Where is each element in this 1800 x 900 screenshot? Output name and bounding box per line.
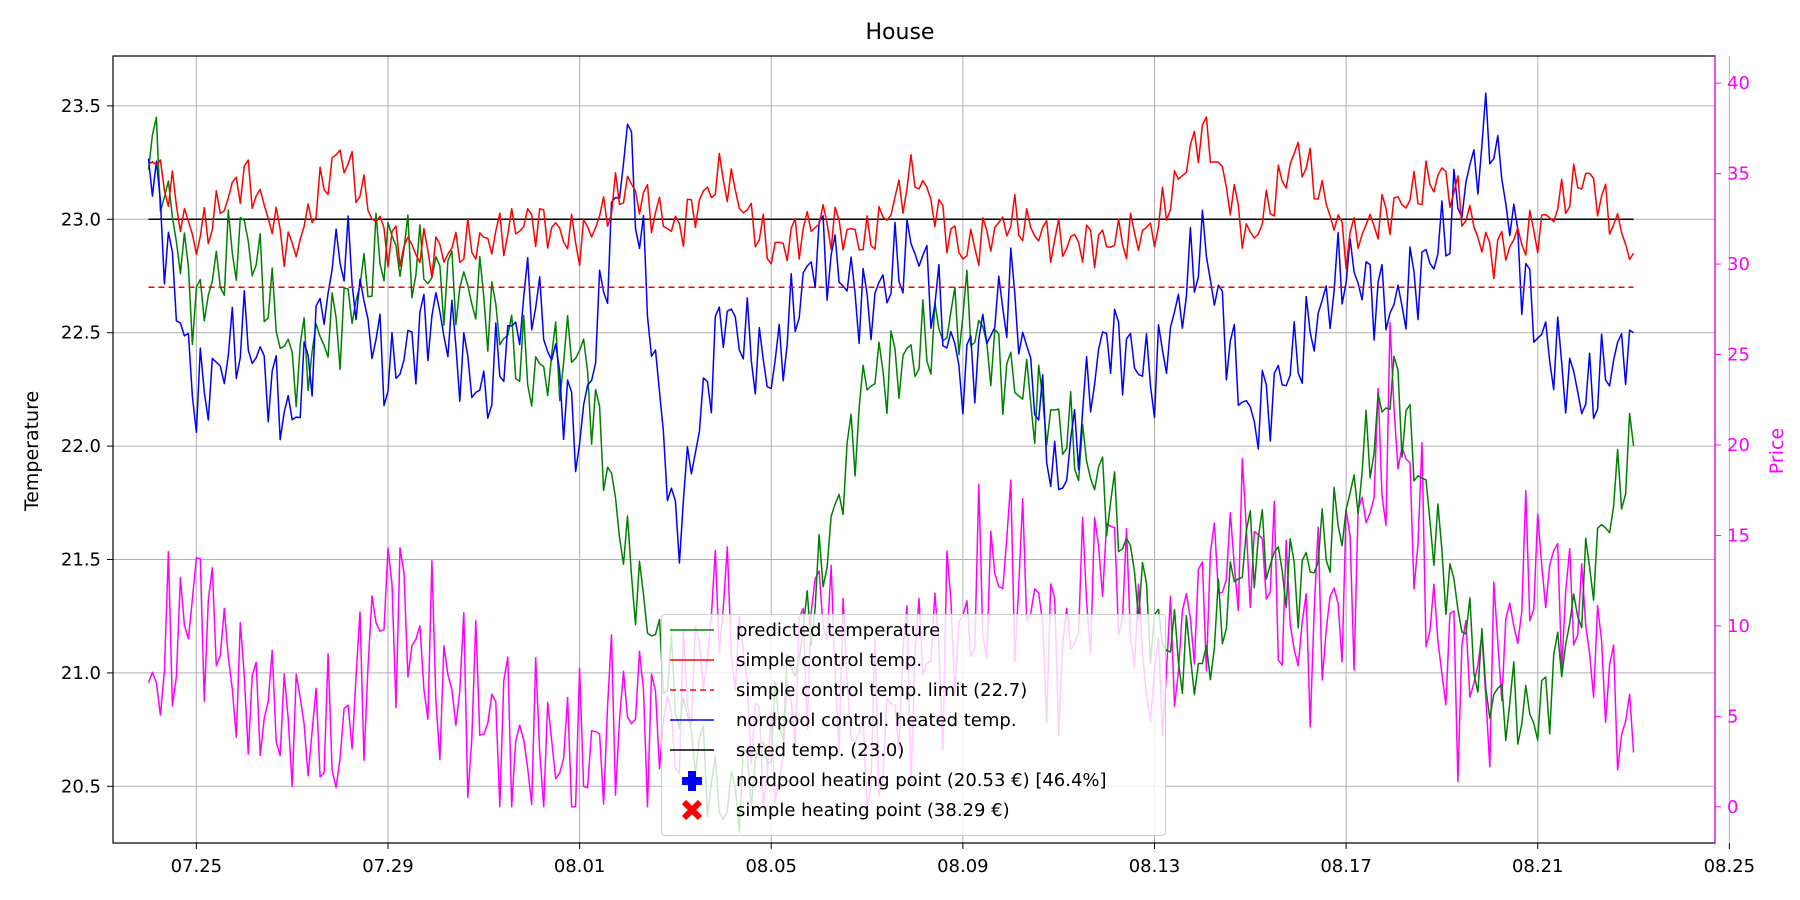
x-tick-label: 08.17: [1320, 856, 1372, 877]
y2-tick-label: 30: [1727, 254, 1750, 275]
y2-tick-label: 10: [1727, 616, 1750, 637]
legend-plus-marker-icon: [682, 771, 702, 791]
y-axis-label: Temperature: [21, 391, 43, 512]
x-tick-label: 08.25: [1704, 856, 1756, 877]
series-line-predicted-temperature: [147, 116, 1635, 834]
y-tick-label: 22.0: [61, 436, 101, 457]
y2-tick-label: 25: [1727, 345, 1750, 366]
legend-label: simple control temp.: [736, 649, 923, 671]
y-tick-label: 23.0: [61, 209, 101, 230]
chart-title: House: [865, 20, 935, 45]
y-tick-label: 23.5: [61, 96, 101, 117]
legend-label: nordpool heating point (20.53 €) [46.4%]: [736, 769, 1107, 791]
legend-item-limit: simple control temp. limit (22.7): [662, 675, 1165, 705]
legend-swatch-green-line: [670, 629, 714, 631]
legend-label: predicted temperature: [736, 619, 941, 641]
legend-x-marker-icon: [681, 799, 703, 821]
legend-swatch-blue-line: [670, 719, 714, 721]
series-line-nordpool-control-heated-temp: [147, 92, 1635, 564]
y2-tick-label: 40: [1727, 73, 1750, 94]
legend-item-nordpool: nordpool control. heated temp.: [662, 705, 1165, 735]
legend-item-predicted: predicted temperature: [662, 615, 1165, 645]
x-tick-label: 08.13: [1129, 856, 1181, 877]
y2-tick-label: 20: [1727, 435, 1750, 456]
y-tick-label: 21.0: [61, 663, 101, 684]
y2-tick-label: 15: [1727, 525, 1750, 546]
legend-swatch-black-line: [670, 749, 714, 751]
y2-tick-label: 5: [1727, 706, 1738, 727]
y-tick-label: 20.5: [61, 776, 101, 797]
x-tick-label: 08.01: [554, 856, 606, 877]
legend-item-seted: seted temp. (23.0): [662, 735, 1165, 765]
y2-axis-label: Price: [1766, 428, 1788, 474]
legend-swatch-red-line: [670, 659, 714, 661]
legend-label: nordpool control. heated temp.: [736, 709, 1017, 731]
x-tick-label: 08.05: [745, 856, 797, 877]
legend-swatch-red-dashed: [670, 689, 714, 691]
y2-tick-label: 35: [1727, 164, 1750, 185]
y2-tick-label: 0: [1727, 797, 1738, 818]
x-tick-label: 07.25: [171, 856, 223, 877]
legend-label: simple heating point (38.29 €): [736, 799, 1010, 821]
legend-label: seted temp. (23.0): [736, 739, 905, 761]
x-tick-label: 08.09: [937, 856, 989, 877]
axis-layer: 07.25 07.29 08.01 08.05 08.09 08.13 08.17 08.21…: [61, 56, 1755, 877]
legend-item-simple-control: simple control temp.: [662, 645, 1165, 675]
y-tick-label: 22.5: [61, 323, 101, 344]
series-line-simple-control-temp: [148, 116, 1635, 280]
legend-label: simple control temp. limit (22.7): [736, 679, 1028, 701]
x-tick-label: 08.21: [1512, 856, 1564, 877]
legend-item-nordpool-point: nordpool heating point (20.53 €) [46.4%]: [662, 765, 1165, 795]
legend-item-simple-point: simple heating point (38.29 €): [662, 795, 1165, 825]
x-tick-label: 07.29: [362, 856, 414, 877]
legend: predicted temperature simple control tem…: [661, 614, 1166, 836]
y-tick-label: 21.5: [61, 549, 101, 570]
